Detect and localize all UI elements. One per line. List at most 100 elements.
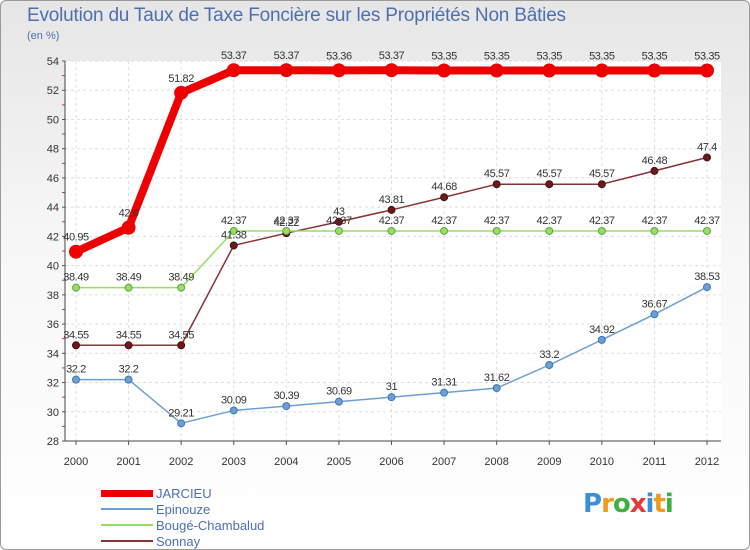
- data-label: 34.92: [589, 324, 615, 336]
- data-label: 42.37: [589, 215, 615, 227]
- logo-letter: i: [645, 489, 655, 519]
- data-label: 45.57: [484, 168, 510, 180]
- x-tick-label: 2000: [64, 456, 88, 468]
- data-point: [387, 226, 396, 235]
- legend-item: Bougé-Chambalud: [101, 517, 264, 533]
- x-tick-label: 2009: [537, 456, 561, 468]
- data-label: 30.39: [274, 390, 300, 402]
- data-label: 42.37: [694, 215, 720, 227]
- x-tick-label: 2006: [379, 456, 403, 468]
- data-point: [124, 375, 133, 384]
- data-point: [72, 283, 80, 292]
- plot-area: [65, 61, 721, 441]
- data-point: [177, 283, 186, 292]
- data-point: [700, 63, 714, 78]
- data-point: [177, 419, 186, 428]
- x-tick-label: 2001: [116, 456, 140, 468]
- logo-letter: P: [583, 489, 602, 519]
- data-point: [440, 193, 449, 202]
- x-tick-label: 2008: [484, 456, 508, 468]
- logo-letter: o: [612, 489, 631, 519]
- legend-swatch: [101, 540, 153, 542]
- legend-swatch: [101, 508, 153, 510]
- x-tick-label: 2007: [432, 456, 456, 468]
- data-label: 34.55: [168, 329, 194, 341]
- data-label: 42.37: [642, 215, 668, 227]
- data-point: [124, 341, 133, 350]
- legend-label: JARCIEU: [156, 485, 212, 501]
- y-tick-label: 28: [47, 436, 59, 448]
- data-point: [492, 180, 501, 189]
- data-point: [331, 63, 346, 78]
- data-label: 53.36: [326, 50, 352, 62]
- data-label: 42.22: [274, 217, 300, 229]
- data-label: 36.67: [642, 298, 668, 310]
- data-point: [594, 63, 609, 78]
- data-point: [124, 283, 133, 292]
- data-point: [545, 361, 554, 369]
- data-label: 53.35: [589, 51, 615, 63]
- x-tick-label: 2011: [643, 456, 667, 468]
- data-label: 29.21: [168, 407, 194, 419]
- data-label: 41.38: [221, 229, 247, 241]
- logo-letter: i: [664, 489, 674, 519]
- y-tick-label: 46: [47, 173, 59, 185]
- data-label: 42.37: [536, 215, 562, 227]
- data-point: [703, 283, 711, 292]
- data-point: [69, 244, 83, 259]
- data-label: 45.57: [589, 168, 615, 180]
- data-label: 31.31: [431, 377, 457, 389]
- data-point: [597, 180, 606, 189]
- data-label: 43: [333, 206, 345, 218]
- data-point: [334, 217, 343, 226]
- legend-item: JARCIEU: [101, 485, 264, 501]
- data-point: [387, 205, 396, 214]
- data-point: [282, 226, 291, 235]
- y-tick-label: 54: [47, 56, 59, 68]
- legend-swatch: [101, 524, 153, 526]
- data-label: 34.55: [63, 329, 89, 341]
- data-point: [334, 226, 343, 235]
- y-tick-label: 34: [47, 348, 59, 360]
- data-point: [229, 406, 238, 415]
- data-label: 42.6: [119, 208, 139, 220]
- data-label: 42.37: [221, 215, 247, 227]
- data-label: 53.37: [221, 50, 247, 62]
- data-point: [650, 166, 659, 175]
- data-label: 42.37: [379, 215, 405, 227]
- data-point: [440, 388, 449, 397]
- data-label: 40.95: [63, 232, 89, 244]
- legend-item: Epinouze: [101, 501, 264, 517]
- data-point: [177, 341, 186, 350]
- legend-label: Epinouze: [156, 501, 211, 517]
- data-label: 42.37: [274, 215, 300, 227]
- data-label: 44.68: [431, 181, 457, 193]
- data-point: [437, 63, 452, 78]
- data-label: 30.69: [326, 386, 352, 398]
- y-tick-label: 36: [47, 319, 59, 331]
- data-label: 30.09: [221, 394, 247, 406]
- chart-legend: JARCIEU Epinouze Bougé-Chambalud Sonnay: [101, 485, 264, 549]
- data-label: 53.35: [536, 51, 562, 63]
- data-point: [121, 220, 136, 235]
- logo-letter: t: [653, 489, 665, 519]
- data-label: 53.35: [431, 51, 457, 63]
- data-label: 42.37: [484, 215, 510, 227]
- data-point: [334, 397, 343, 406]
- data-point: [492, 384, 501, 393]
- data-point: [650, 226, 659, 235]
- data-label: 47.4: [697, 141, 717, 153]
- data-point: [492, 226, 501, 235]
- data-label: 53.37: [274, 50, 300, 62]
- data-point: [387, 393, 396, 402]
- logo-letter: x: [629, 489, 647, 519]
- y-axis-unit: (en %): [27, 30, 60, 42]
- data-label: 32.2: [66, 364, 86, 376]
- data-label: 51.82: [168, 73, 194, 85]
- data-point: [650, 310, 659, 319]
- data-point: [703, 153, 711, 162]
- data-point: [440, 226, 449, 235]
- data-point: [597, 226, 606, 235]
- data-point: [703, 226, 711, 235]
